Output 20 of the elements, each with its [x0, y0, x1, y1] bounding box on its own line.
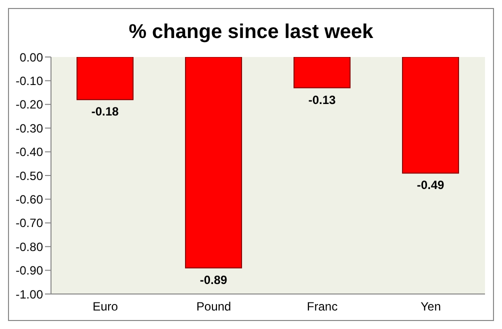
data-label: -0.89	[200, 272, 228, 287]
x-tick-label: Franc	[306, 300, 338, 314]
y-tick-label: -0.60	[16, 192, 44, 206]
y-tick-label: -0.40	[16, 145, 44, 160]
y-tick-label: -0.10	[16, 74, 44, 88]
data-label: -0.13	[308, 92, 336, 107]
y-tick-label: -0.20	[16, 98, 44, 112]
y-tick-label: -0.50	[16, 168, 44, 183]
data-label: -0.18	[91, 104, 120, 119]
chart-title: % change since last week	[128, 20, 374, 43]
x-tick-label: Pound	[196, 300, 232, 314]
x-tick-label: Euro	[92, 300, 118, 314]
y-tick-label: -0.80	[16, 240, 44, 254]
y-tick-label: -0.90	[16, 264, 44, 278]
y-tick-label: -0.30	[16, 121, 44, 136]
y-tick-label: 0.00	[20, 50, 44, 64]
y-tick-label: -0.70	[16, 216, 44, 230]
y-tick-label: -1.00	[16, 287, 44, 302]
x-tick-label: Yen	[420, 300, 441, 314]
data-label: -0.49	[416, 178, 445, 192]
